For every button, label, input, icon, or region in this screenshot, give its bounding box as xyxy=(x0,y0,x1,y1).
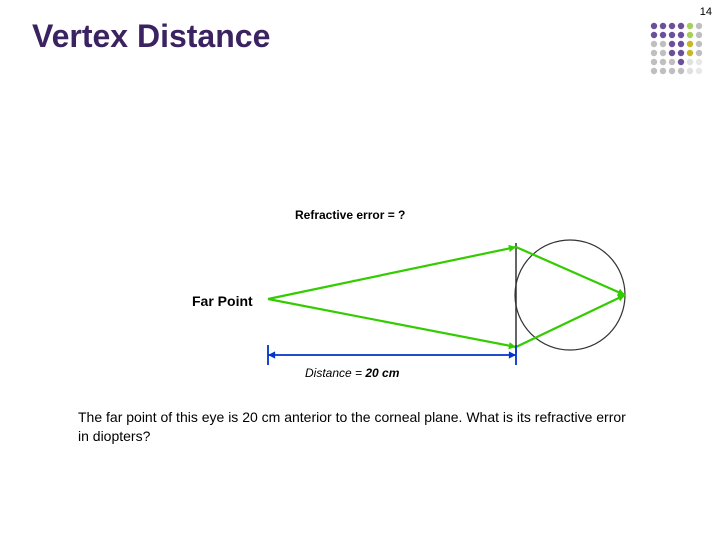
distance-prefix: Distance = xyxy=(305,366,365,380)
question-text: The far point of this eye is 20 cm anter… xyxy=(78,408,638,446)
distance-value: 20 cm xyxy=(365,366,399,380)
slide-title: Vertex Distance xyxy=(32,18,270,55)
distance-label: Distance = 20 cm xyxy=(305,366,399,380)
page-number: 14 xyxy=(700,6,712,18)
refractive-error-label: Refractive error = ? xyxy=(295,208,405,222)
far-point-label: Far Point xyxy=(192,293,253,309)
decorative-dot-grid xyxy=(648,20,708,80)
